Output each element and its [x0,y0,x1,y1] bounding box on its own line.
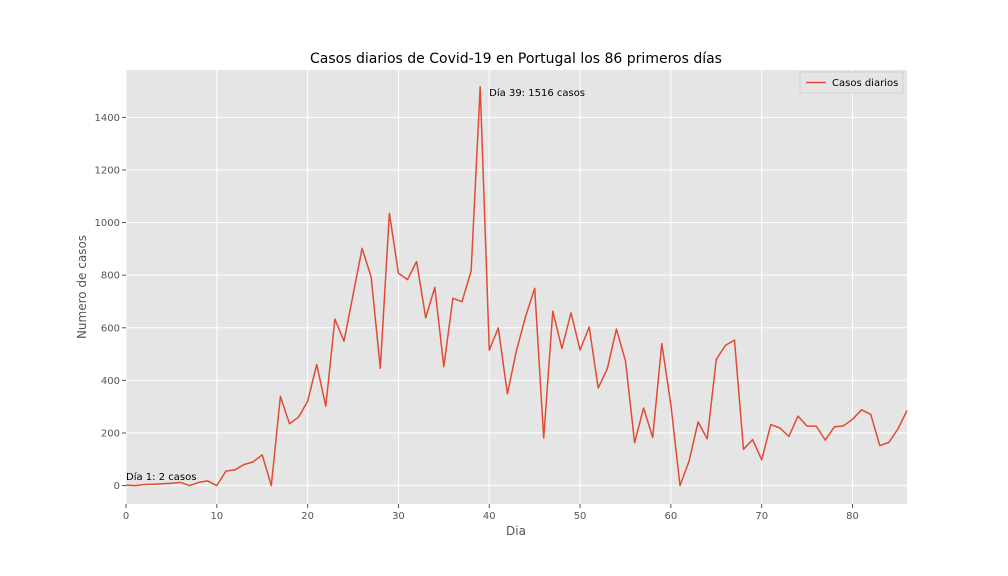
x-tick-label: 30 [392,511,405,522]
series-layer [125,86,908,487]
y-tick-label: 0 [114,481,120,492]
annotation-label: Día 39: 1516 casos [489,87,585,99]
plot-area [126,70,907,504]
y-tick-label: 1400 [95,113,120,124]
x-tick-label: 20 [301,511,314,522]
x-tick-label: 80 [846,511,859,522]
y-axis-label: Numero de casos [75,235,89,339]
y-tick-label: 200 [101,428,120,439]
series-line [125,86,908,487]
x-tick-label: 0 [123,511,129,522]
y-tick-label: 1000 [95,218,120,229]
y-tick-label: 400 [101,376,120,387]
x-tick-label: 70 [755,511,768,522]
annotations: Día 1: 2 casos Día 39: 1516 casos [126,87,585,483]
chart-title: Casos diarios de Covid-19 en Portugal lo… [310,51,722,67]
x-tick-label: 40 [483,511,496,522]
x-axis-ticks: 0 10 20 30 40 50 60 70 80 [123,504,859,522]
x-tick-label: 50 [574,511,587,522]
legend-label: Casos diarios [832,78,898,89]
y-tick-label: 600 [101,323,120,334]
y-axis-ticks: 0 200 400 600 800 1000 1200 1400 [95,113,126,492]
y-tick-label: 1200 [95,165,120,176]
legend-box [799,71,904,94]
x-tick-label: 10 [210,511,223,522]
x-tick-label: 60 [665,511,678,522]
y-tick-label: 800 [101,271,120,282]
grid-lines [125,70,907,504]
x-axis-label: Dia [506,524,526,538]
legend: Casos diarios [799,71,904,94]
annotation-label: Día 1: 2 casos [126,471,196,483]
